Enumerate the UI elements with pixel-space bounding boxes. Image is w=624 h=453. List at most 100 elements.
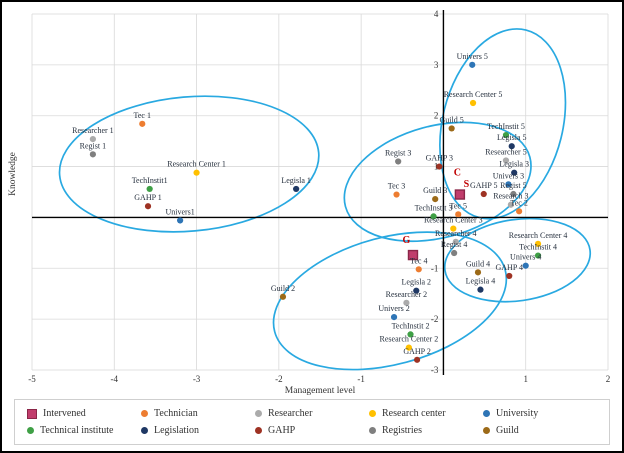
data-point-legislation	[293, 185, 300, 193]
data-point-researcher	[403, 299, 410, 306]
intervened-letter-annotation: G	[403, 235, 411, 246]
data-point-technician	[393, 191, 400, 198]
point-label: Tec 3	[388, 182, 405, 191]
y-tick-label: -2	[431, 314, 439, 324]
point-label: Tec 2	[510, 198, 527, 207]
legend-marker-researcher	[255, 410, 262, 417]
data-point-research_center	[534, 240, 542, 247]
point-label: Researcher 4	[435, 229, 477, 238]
data-point-technician	[415, 266, 422, 273]
legend-marker-university	[483, 410, 490, 417]
annotation-layer: CS G	[403, 168, 470, 246]
data-point-gahp	[480, 190, 487, 198]
point-label: Guild 3	[423, 186, 447, 195]
point-label-layer: Tec 1 Researcher 1 Regist 1 Research Center…	[72, 52, 567, 356]
point-label: Regist 1	[80, 141, 106, 150]
point-layer	[89, 61, 542, 363]
data-point-technical_institute	[146, 185, 153, 193]
legend-marker-registries	[369, 427, 376, 434]
point-label: Researcher 1	[72, 126, 114, 135]
point-label: GAHP 3	[426, 154, 453, 163]
point-label: Legisla 4	[466, 277, 496, 286]
legend-item-researcher: Researcher	[255, 406, 369, 421]
legend-row: Intervened Technician Researcher Research c…	[27, 406, 597, 421]
point-label: Research Center 1	[167, 160, 226, 169]
legend-label: Registries	[382, 425, 422, 436]
data-point-research_center	[193, 169, 200, 176]
data-point-legislation	[508, 143, 515, 150]
point-label: TechInstit1	[132, 176, 168, 185]
data-point-technician	[139, 120, 146, 127]
legend-item-technical_institute: Technical institute	[27, 423, 141, 438]
legend-label: Researcher	[268, 408, 313, 419]
data-point-university	[177, 217, 184, 224]
cluster-ellipse	[343, 121, 532, 243]
data-point-university	[505, 181, 512, 188]
axis-layer: -5 -4 -3 -2 -1 1 2 4 3 2 1 -1 -2 -3	[28, 9, 610, 384]
legend-item-university: University	[483, 406, 597, 421]
data-point-intervened	[407, 249, 419, 261]
data-point-gahp	[144, 203, 152, 210]
legend-item-gahp: GAHP	[255, 423, 369, 438]
y-tick-label: 3	[434, 60, 439, 70]
data-point-technician	[516, 208, 523, 215]
point-label: Legisla 2	[402, 278, 432, 287]
point-label: Research Center 5	[444, 90, 503, 99]
point-label: Legisla 1	[281, 176, 311, 185]
point-label: Univers 4	[510, 253, 541, 262]
point-label: Guild 2	[271, 284, 295, 293]
point-label: Univers 2	[378, 304, 409, 313]
x-axis-title: Management level	[285, 386, 356, 396]
legend-label: Legislation	[154, 425, 199, 436]
point-label: Research Center 3	[424, 216, 483, 225]
data-point-technical_institute	[534, 252, 542, 259]
point-label: TechInstit 4	[519, 243, 557, 252]
point-label: Tec 1	[134, 111, 151, 120]
point-label: Regist 3	[385, 148, 411, 157]
data-point-guild	[448, 125, 455, 132]
point-label: TechInstit 2	[392, 321, 430, 330]
point-label: GAHP 4	[496, 263, 523, 272]
legend-label: Technical institute	[40, 425, 114, 436]
data-point-researcher	[452, 238, 459, 245]
legend-marker-technical_institute	[27, 427, 34, 434]
y-tick-label: 2	[434, 111, 439, 121]
point-label: TechInstit 3	[415, 203, 453, 212]
legend-item-intervened: Intervened	[27, 406, 141, 421]
point-label: Research Center 4	[509, 231, 568, 240]
data-point-registries	[510, 190, 517, 198]
legend-label: Intervened	[43, 408, 86, 419]
legend-marker-legislation	[141, 427, 148, 434]
cluster-ellipse-layer	[58, 28, 592, 371]
x-tick-label: -4	[111, 374, 119, 384]
legend-marker-guild	[483, 427, 490, 434]
data-point-researcher	[502, 157, 510, 164]
x-tick-label: -3	[193, 374, 201, 384]
point-label: Researcher 2	[386, 290, 428, 299]
data-point-legislation	[413, 287, 420, 294]
legend-label: Research center	[382, 408, 446, 419]
legend-label: GAHP	[268, 425, 296, 436]
data-point-university	[469, 61, 476, 68]
legend-label: University	[496, 408, 539, 419]
legend-item-registries: Registries	[369, 423, 483, 438]
data-point-intervened	[454, 189, 466, 200]
cluster-ellipse	[58, 95, 320, 233]
data-point-technical_institute	[502, 131, 510, 139]
x-tick-label: 2	[606, 374, 611, 384]
y-axis-title: Knowledge	[8, 152, 18, 196]
legend-label: Technician	[154, 408, 198, 419]
legend-marker-intervened	[27, 408, 37, 419]
data-point-research_center	[450, 225, 457, 232]
point-label: GAHP 2	[403, 347, 430, 356]
data-point-research_center	[469, 99, 477, 107]
data-point-registries	[89, 151, 96, 158]
point-label: Univers 5	[457, 52, 488, 61]
y-tick-label: -1	[431, 263, 439, 273]
legend-item-legislation: Legislation	[141, 423, 255, 438]
data-point-university	[390, 314, 398, 321]
point-label: Guild 5	[440, 115, 464, 124]
point-label: Research 3	[493, 192, 528, 201]
data-point-guild	[432, 196, 439, 203]
data-point-technical_institute	[430, 213, 437, 220]
